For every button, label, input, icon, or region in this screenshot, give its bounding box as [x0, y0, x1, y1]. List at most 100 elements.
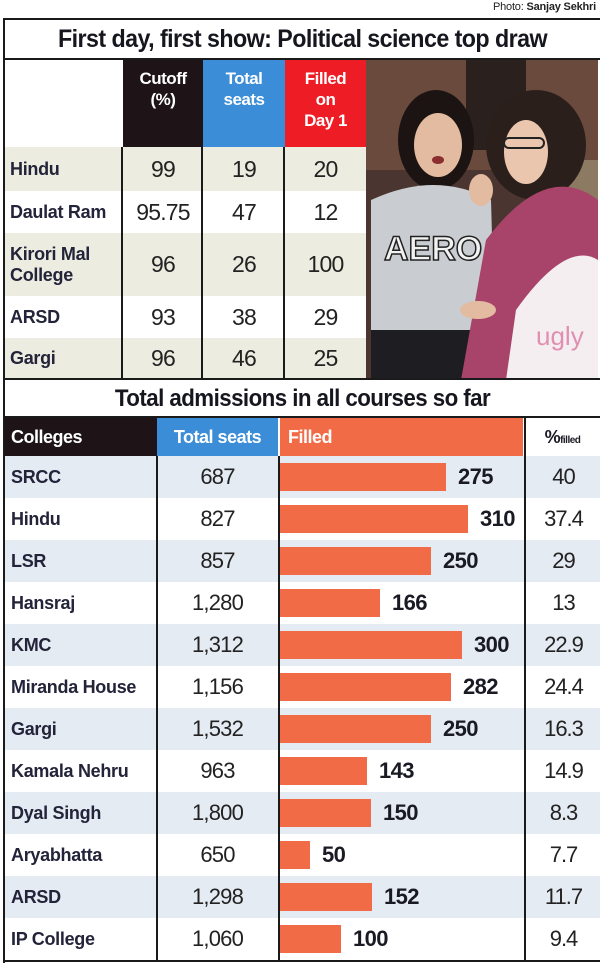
- filled-value: 150: [383, 800, 419, 825]
- total-seats-value: 47: [232, 198, 257, 225]
- table-row: Hansraj 1,280 166 13: [5, 582, 600, 624]
- table-row: Gargi 96 46 25: [5, 338, 366, 379]
- filled-bar: [280, 799, 371, 827]
- college-name: KMC: [11, 634, 52, 655]
- cutoff-value: 96: [151, 251, 176, 277]
- pct-filled-value: 9.4: [549, 926, 579, 951]
- total-seats-value: 1,800: [191, 800, 244, 825]
- col-rule-3: [524, 418, 526, 960]
- table-row: Hindu 827 310 37.4: [5, 498, 600, 540]
- pct-filled-value: 11.7: [544, 884, 583, 909]
- total-seats-value: 1,298: [191, 884, 244, 909]
- college-name: Hansraj: [11, 592, 75, 613]
- total-seats-value: 1,060: [191, 926, 244, 951]
- table1-col-rule: [283, 147, 285, 379]
- filled-bar: [280, 463, 446, 491]
- filled-value: 29: [313, 303, 339, 330]
- college-name: Miranda House: [11, 676, 137, 697]
- table1-col-rule: [121, 147, 123, 379]
- title2-rule: [3, 416, 600, 418]
- table-row: Gargi 1,532 250 16.3: [5, 708, 600, 750]
- filled-bar: [280, 925, 341, 953]
- college-name: SRCC: [11, 466, 61, 487]
- filled-value: 25: [313, 345, 339, 371]
- college-name: Daulat Ram: [10, 201, 107, 222]
- filled-bar: [280, 715, 431, 743]
- pct-filled-value: 40: [552, 464, 575, 489]
- table-row: Dyal Singh 1,800 150 8.3: [5, 792, 600, 834]
- filled-value: 12: [313, 198, 339, 225]
- total-seats-value: 1,312: [191, 632, 244, 657]
- table-row: ARSD 1,298 152 11.7: [5, 876, 600, 918]
- table-row: LSR 857 250 29: [5, 540, 600, 582]
- total-seats-value: 46: [232, 345, 257, 371]
- filled-bar: [280, 505, 468, 533]
- pct-filled-value: 7.7: [549, 842, 579, 867]
- table-row: IP College 1,060 100 9.4: [5, 918, 600, 960]
- header-total-seats: Total seats: [203, 60, 285, 147]
- svg-text:ugly: ugly: [536, 321, 584, 351]
- filled-value: 100: [307, 251, 345, 277]
- filled-bar: [280, 883, 372, 911]
- filled-value: 100: [353, 926, 389, 951]
- total-seats-value: 963: [200, 758, 235, 783]
- header-filled: Filled: [280, 418, 523, 456]
- col-rule-1: [156, 456, 158, 960]
- photo-credit: Photo: Sanjay Sekhri: [492, 1, 596, 13]
- header-cutoff: Cutoff (%): [123, 60, 203, 147]
- table1-col-rule: [201, 147, 203, 379]
- filled-bar: [280, 841, 310, 869]
- total-seats-value: 38: [232, 303, 257, 330]
- filled-value: 275: [458, 464, 494, 489]
- pct-filled-value: 8.3: [549, 800, 579, 825]
- header-pct-filled: %filled: [525, 418, 600, 456]
- table-row: Kirori Mal College 96 26 100: [5, 233, 366, 296]
- filled-value: 166: [392, 590, 428, 615]
- header-colleges: Colleges: [5, 418, 157, 456]
- filled-value: 152: [384, 884, 420, 909]
- table-row: Miranda House 1,156 282 24.4: [5, 666, 600, 708]
- svg-text:AERO: AERO: [384, 230, 482, 268]
- filled-value: 310: [480, 506, 516, 531]
- total-seats-value: 687: [200, 464, 235, 489]
- college-name: Hindu: [10, 158, 60, 179]
- college-name: Dyal Singh: [11, 802, 102, 823]
- bottom-rule: [3, 960, 600, 962]
- table-row: Aryabhatta 650 50 7.7: [5, 834, 600, 876]
- total-seats-value: 1,156: [191, 674, 244, 699]
- total-seats-value: 857: [200, 548, 235, 573]
- college-name: Gargi: [11, 718, 57, 739]
- pct-filled-value: 16.3: [544, 716, 584, 741]
- table-row: Hindu 99 19 20: [5, 147, 366, 191]
- pct-filled-value: 37.4: [544, 506, 584, 531]
- total-seats-value: 1,280: [191, 590, 244, 615]
- filled-bar: [280, 757, 367, 785]
- title1-rule: [3, 58, 600, 60]
- cutoff-value: 99: [151, 155, 176, 182]
- college-name: Gargi: [10, 348, 56, 368]
- total-seats-value: 650: [200, 842, 235, 867]
- pct-filled-value: 22.9: [544, 632, 584, 657]
- table1-bottom-rule: [3, 378, 600, 380]
- table-row: Kamala Nehru 963 143 14.9: [5, 750, 600, 792]
- filled-value: 300: [474, 632, 510, 657]
- total-seats-value: 26: [232, 251, 257, 277]
- filled-value: 143: [379, 758, 415, 783]
- cutoff-value: 93: [151, 303, 176, 330]
- college-name: LSR: [11, 550, 47, 571]
- total-seats-value: 19: [232, 155, 257, 182]
- filled-value: 250: [443, 716, 479, 741]
- pct-filled-value: 24.4: [544, 674, 584, 699]
- total-seats-value: 827: [200, 506, 235, 531]
- infographic-frame: [3, 18, 600, 963]
- students-photo: AERO ugly: [366, 60, 598, 380]
- pct-filled-value: 14.9: [544, 758, 584, 783]
- filled-bar: [280, 547, 431, 575]
- filled-value: 282: [463, 674, 499, 699]
- pct-filled-value: 29: [552, 548, 575, 573]
- table-row: KMC 1,312 300 22.9: [5, 624, 600, 666]
- college-name: ARSD: [11, 886, 61, 907]
- table2-title: Total admissions in all courses so far: [114, 385, 491, 412]
- table-row: ARSD 93 38 29: [5, 296, 366, 338]
- table-row: SRCC 687 275 40: [5, 456, 600, 498]
